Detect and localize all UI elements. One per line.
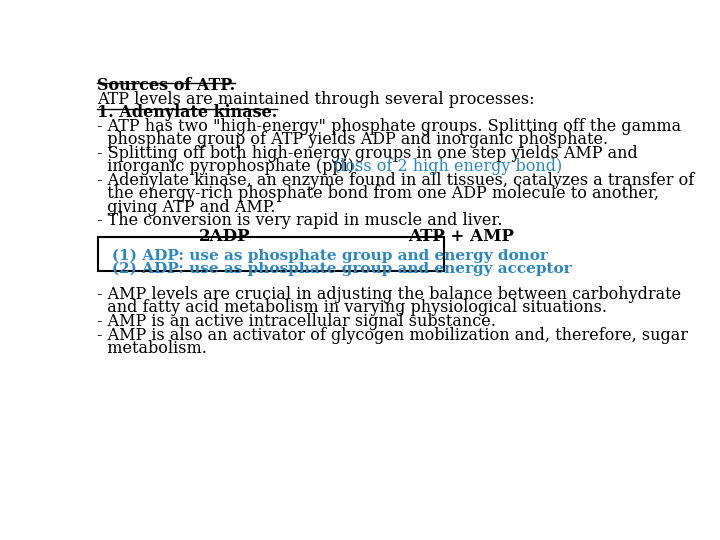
Text: 1. Adenylate kinase.: 1. Adenylate kinase. [96,104,277,121]
Text: metabolism.: metabolism. [96,340,207,357]
Text: - Adenylate kinase, an enzyme found in all tissues, catalyzes a transfer of: - Adenylate kinase, an enzyme found in a… [96,172,694,189]
Text: Sources of ATP.: Sources of ATP. [96,77,235,94]
FancyBboxPatch shape [99,237,444,271]
Text: inorganic pyrophosphate (ppi).: inorganic pyrophosphate (ppi). [96,158,359,176]
Text: - ATP has two "high-energy" phosphate groups. Splitting off the gamma: - ATP has two "high-energy" phosphate gr… [96,118,681,135]
Text: - The conversion is very rapid in muscle and liver.: - The conversion is very rapid in muscle… [96,212,502,230]
Text: - AMP levels are crucial in adjusting the balance between carbohydrate: - AMP levels are crucial in adjusting th… [96,286,681,303]
Text: giving ATP and AMP.: giving ATP and AMP. [96,199,275,215]
Text: - AMP is also an activator of glycogen mobilization and, therefore, sugar: - AMP is also an activator of glycogen m… [96,327,688,344]
Text: (2) ADP: use as phosphate group and energy acceptor: (2) ADP: use as phosphate group and ener… [112,262,572,276]
Text: 2ADP: 2ADP [199,228,251,245]
Text: (1) ADP: use as phosphate group and energy donor: (1) ADP: use as phosphate group and ener… [112,248,548,263]
Text: phosphate group of ATP yields ADP and inorganic phosphate.: phosphate group of ATP yields ADP and in… [96,131,608,148]
Text: the energy-rich phosphate bond from one ADP molecule to another,: the energy-rich phosphate bond from one … [96,185,659,202]
Text: ATP + AMP: ATP + AMP [408,228,514,245]
Text: - Splitting off both high-energy groups in one step yields AMP and: - Splitting off both high-energy groups … [96,145,637,162]
Text: (loss of 2 high energy bond): (loss of 2 high energy bond) [334,158,562,176]
Text: and fatty acid metabolism in varying physiological situations.: and fatty acid metabolism in varying phy… [96,299,607,316]
Text: ATP levels are maintained through several processes:: ATP levels are maintained through severa… [96,91,534,107]
Text: - AMP is an active intracellular signal substance.: - AMP is an active intracellular signal … [96,313,495,330]
